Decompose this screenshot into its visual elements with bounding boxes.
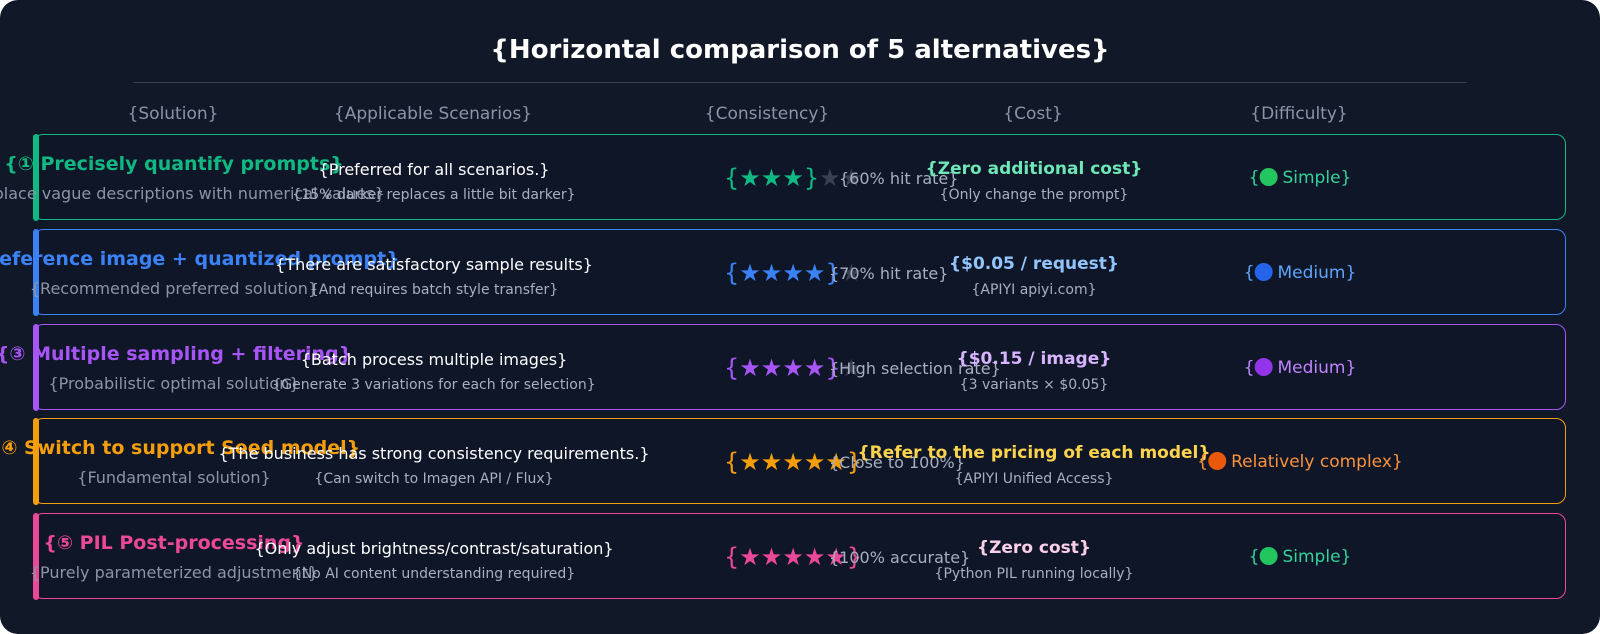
solution-title: {③ Multiple sampling + filtering} (0, 343, 353, 365)
scenario-main: {Only adjust brightness/contrast/saturat… (254, 539, 614, 558)
comparison-row: {② Reference image + quantized prompt} {… (0, 228, 1566, 316)
status-dot-icon (1259, 168, 1278, 186)
status-dot-icon (1259, 547, 1278, 565)
comparison-row: {① Precisely quantify prompts} {Replace … (0, 133, 1566, 221)
cost-sub: {Python PIL running locally} (934, 566, 1134, 582)
solution-title: {⑤ PIL Post-processing} (43, 532, 305, 554)
row-accent-bar (32, 228, 39, 316)
consistency-text: {70% hit rate} (829, 264, 949, 283)
cost-main: {Zero cost} (976, 538, 1092, 558)
consistency-text: {Close to 100%} (829, 453, 965, 472)
consistency-stars: {★★★★}★ (724, 259, 863, 287)
star-empty-icon: ★ (840, 259, 863, 287)
comparison-row: {③ Multiple sampling + filtering} {Proba… (0, 323, 1566, 411)
cost-sub: {Only change the prompt} (939, 187, 1129, 203)
difficulty-label: Medium} (1277, 358, 1357, 378)
scenario-sub: {And requires batch style transfer} (309, 282, 559, 298)
solution-subtitle: {Probabilistic optimal solution} (48, 374, 300, 393)
star-icon: ★★★★ (739, 259, 826, 287)
star-icon: ★★★ (739, 164, 804, 192)
cost-sub: {3 variants × $0.05} (959, 377, 1109, 393)
cost-sub: {APIYI Unified Access} (954, 471, 1114, 487)
comparison-row: {④ Switch to support Seed model} {Fundam… (0, 417, 1566, 505)
solution-title: {④ Switch to support Seed model} (0, 437, 361, 459)
cost-main: {$0.05 / request} (949, 254, 1119, 274)
column-header-consistency: {Consistency} (704, 104, 830, 124)
difficulty: {Simple} (1248, 547, 1352, 567)
consistency-stars: {★★★★★} (724, 448, 863, 476)
difficulty: {Relatively complex} (1197, 452, 1403, 472)
star-empty-icon: ★★ (819, 164, 863, 192)
cost-sub: {APIYI apiyi.com} (971, 282, 1097, 298)
column-header-difficulty: {Difficulty} (1250, 104, 1348, 124)
scenario-sub: {Generate 3 variations for each for sele… (272, 377, 596, 393)
cost-main: {Zero additional cost} (925, 159, 1143, 179)
consistency-text: {High selection rate} (829, 359, 1001, 378)
consistency-stars: {★★★}★★ (724, 164, 863, 192)
solution-title: {② Reference image + quantized prompt} (0, 248, 400, 270)
difficulty-label: Simple} (1282, 547, 1352, 567)
cost-main: {Refer to the pricing of each model} (857, 443, 1211, 463)
scenario-sub: {Can switch to Imagen API / Flux} (314, 471, 554, 487)
title-divider (133, 82, 1467, 83)
status-dot-icon (1254, 263, 1273, 281)
row-accent-bar (32, 417, 39, 505)
scenario-sub: {15% darker replaces a little bit darker… (292, 187, 576, 203)
row-accent-bar (32, 323, 39, 411)
difficulty: {Medium} (1243, 358, 1357, 378)
column-header-solution: {Solution} (127, 104, 219, 124)
difficulty-label: Relatively complex} (1231, 452, 1403, 472)
scenario-main: {Batch process multiple images} (300, 350, 568, 369)
consistency-text: {100% accurate} (829, 548, 971, 567)
difficulty: {Simple} (1248, 168, 1352, 188)
status-dot-icon (1208, 452, 1227, 470)
scenario-main: {The business has strong consistency req… (218, 444, 650, 463)
difficulty-label: Simple} (1282, 168, 1352, 188)
solution-subtitle: {Fundamental solution} (77, 468, 271, 487)
row-accent-bar (32, 133, 39, 221)
scenario-main: {There are satisfactory sample results} (275, 255, 593, 274)
scenario-main: {Preferred for all scenarios.} (318, 160, 550, 179)
star-empty-icon: ★ (840, 354, 863, 382)
difficulty: {Medium} (1243, 263, 1357, 283)
star-icon: ★★★★★ (739, 448, 847, 476)
row-accent-bar (32, 512, 39, 600)
consistency-stars: {★★★★}★ (724, 354, 863, 382)
column-header-scenarios: {Applicable Scenarios} (333, 104, 533, 124)
status-dot-icon (1254, 358, 1273, 376)
consistency-stars: {★★★★★} (724, 543, 863, 571)
comparison-row: {⑤ PIL Post-processing} {Purely paramete… (29, 512, 1566, 600)
star-icon: ★★★★★ (739, 543, 847, 571)
consistency-text: {60% hit rate} (839, 169, 959, 188)
page-title: {Horizontal comparison of 5 alternatives… (490, 35, 1110, 65)
column-header-cost: {Cost} (1003, 104, 1063, 124)
cost-main: {$0.15 / image} (956, 349, 1112, 369)
solution-subtitle: {Replace vague descriptions with numeric… (0, 184, 385, 203)
solution-title: {① Precisely quantify prompts} (4, 153, 344, 175)
solution-subtitle: {Recommended preferred solution} (29, 279, 319, 298)
star-icon: ★★★★ (739, 354, 826, 382)
solution-subtitle: {Purely parameterized adjustment} (29, 563, 319, 582)
scenario-sub: {No AI content understanding required} (292, 566, 576, 582)
difficulty-label: Medium} (1277, 263, 1357, 283)
